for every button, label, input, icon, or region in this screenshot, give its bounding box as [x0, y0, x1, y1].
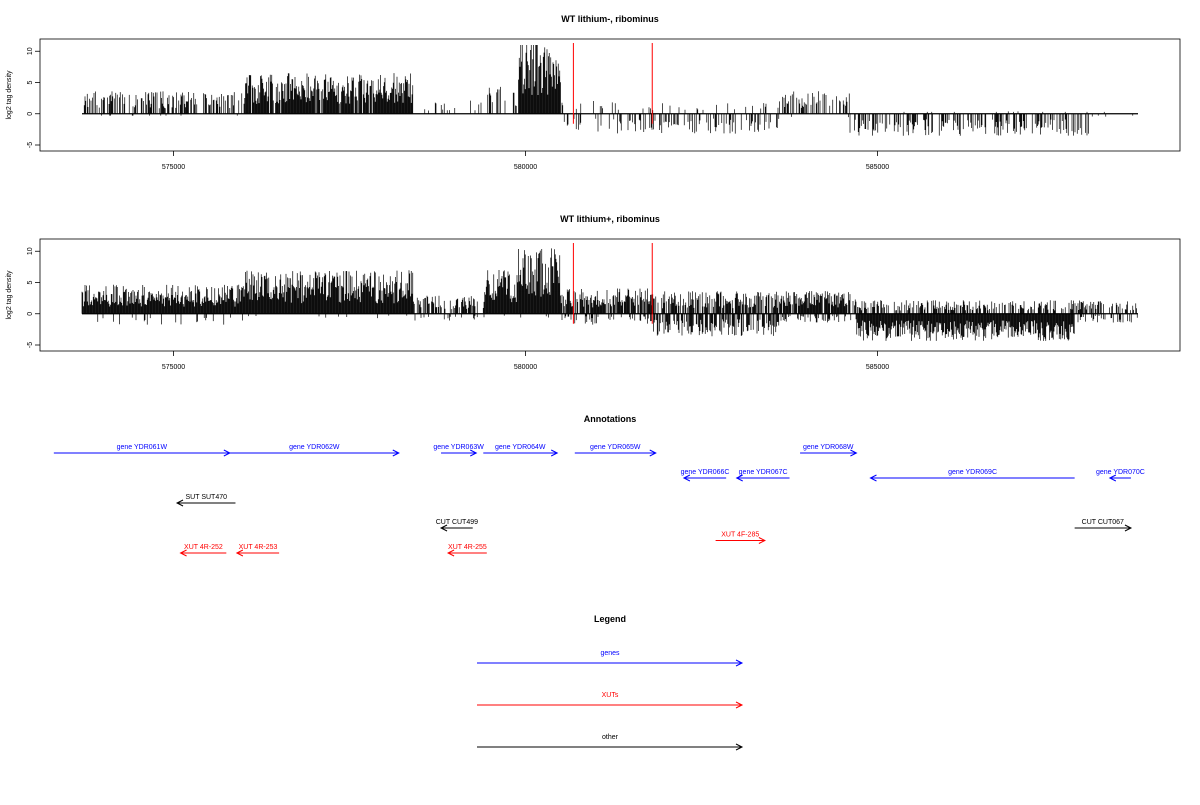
feature-arrow-head	[179, 549, 187, 557]
feature-arrow-head	[1124, 524, 1133, 532]
feature-label: gene YDR064W	[495, 444, 546, 451]
feature-label: gene YDR070C	[1096, 469, 1145, 476]
annotation-feature: gene YDR070C	[1096, 469, 1145, 482]
x-tick-label: 575000	[162, 164, 185, 171]
x-tick-label: 580000	[514, 364, 537, 371]
feature-arrow-head	[175, 499, 184, 507]
feature-arrow-head	[446, 549, 455, 557]
plot-frame	[39, 38, 1181, 152]
annotation-feature: XUT 4R-252	[179, 544, 227, 557]
feature-arrow-head	[439, 524, 448, 532]
density-bar-path	[81, 248, 1138, 341]
y-tick-label: 5	[27, 280, 34, 284]
y-axis-label: log2 tag density	[6, 270, 13, 320]
annotations-title: Annotations	[584, 414, 637, 424]
feature-label: gene YDR068W	[803, 444, 854, 451]
annotation-feature: gene YDR063W	[433, 444, 484, 457]
feature-label: CUT CUT067	[1082, 519, 1124, 526]
annotation-feature: XUT 4F-285	[715, 532, 766, 544]
feature-arrow-head	[649, 449, 657, 457]
feature-label: XUT 4R-253	[239, 544, 278, 551]
feature-label: SUT SUT470	[186, 494, 228, 501]
x-tick-label: 575000	[162, 364, 185, 371]
feature-label: gene YDR069C	[948, 469, 997, 476]
annotation-feature: CUT CUT499	[436, 519, 478, 532]
y-axis: -5 0 5 10	[27, 47, 40, 148]
x-tick-label: 585000	[866, 364, 889, 371]
legend-item-xuts: XUTs	[477, 692, 744, 709]
legend-label: other	[602, 734, 619, 741]
feature-arrow-head	[470, 449, 478, 457]
feature-label: XUT 4F-285	[721, 532, 759, 539]
feature-arrow-head	[682, 474, 691, 482]
annotation-feature: gene YDR068W	[800, 444, 858, 457]
legend-items: genes XUTs other	[477, 650, 744, 751]
density-bar-path	[83, 45, 1134, 136]
annotation-feature: XUT 4R-253	[235, 544, 280, 557]
feature-arrow-head	[1108, 474, 1117, 482]
annotation-feature: SUT SUT470	[175, 494, 236, 507]
y-tick-label: 10	[27, 47, 34, 55]
y-tick-label: 0	[27, 112, 34, 116]
feature-label: gene YDR067C	[739, 469, 788, 476]
feature-label: gene YDR066C	[681, 469, 730, 476]
feature-arrow-head	[850, 449, 858, 457]
plot-frame	[39, 238, 1181, 352]
feature-label: XUT 4R-252	[184, 544, 223, 551]
feature-arrow-head	[550, 449, 559, 457]
feature-arrow-head	[869, 474, 877, 482]
feature-label: XUT 4R-255	[448, 544, 487, 551]
feature-label: gene YDR061W	[117, 444, 168, 451]
annotation-features: gene YDR061W gene YDR062W gene YDR063W gene…	[53, 444, 1145, 557]
feature-label: gene YDR063W	[433, 444, 484, 451]
track-panel-lithium-minus: WT lithium-, ribominus log2 tag density …	[6, 14, 1181, 171]
density-bars	[82, 45, 1138, 136]
marker-lines	[572, 243, 653, 324]
y-tick-label: -5	[27, 342, 34, 348]
x-tick-label: 585000	[866, 164, 889, 171]
annotation-feature: gene YDR064W	[483, 444, 559, 457]
density-bars	[81, 248, 1138, 341]
feature-arrow-head	[735, 474, 743, 482]
y-tick-label: 5	[27, 80, 34, 84]
feature-label: gene YDR062W	[289, 444, 340, 451]
legend-item-genes: genes	[477, 650, 744, 667]
legend-label: XUTs	[602, 692, 619, 699]
annotation-feature: CUT CUT067	[1074, 519, 1133, 532]
annotation-feature: XUT 4R-255	[446, 544, 487, 557]
annotation-feature: gene YDR066C	[681, 469, 730, 482]
legend-title: Legend	[594, 614, 626, 624]
feature-arrow-head	[392, 449, 400, 457]
x-tick-label: 580000	[514, 164, 537, 171]
feature-label: CUT CUT499	[436, 519, 478, 526]
feature-arrow-head	[235, 549, 244, 557]
legend-item-other: other	[477, 734, 744, 751]
annotation-feature: gene YDR061W	[53, 444, 231, 457]
y-axis: -5 0 5 10	[27, 247, 40, 348]
legend-arrow-head	[735, 701, 744, 709]
panel-title: WT lithium+, ribominus	[560, 214, 660, 224]
annotations-panel: Annotations gene YDR061W gene YDR062W gene…	[53, 414, 1145, 557]
legend-panel: Legend genes XUTs other	[477, 614, 744, 751]
annotation-feature: gene YDR067C	[735, 469, 790, 482]
y-tick-label: 10	[27, 247, 34, 255]
annotation-feature: gene YDR065W	[574, 444, 657, 457]
annotation-feature: gene YDR062W	[229, 444, 400, 457]
legend-label: genes	[600, 650, 620, 657]
annotation-feature: gene YDR069C	[869, 469, 1075, 482]
legend-arrow-head	[735, 743, 744, 751]
legend-arrow-head	[735, 659, 744, 667]
y-tick-label: 0	[27, 312, 34, 316]
y-tick-label: -5	[27, 142, 34, 148]
track-panel-lithium-plus: WT lithium+, ribominus log2 tag density …	[6, 214, 1181, 371]
marker-lines	[572, 43, 653, 124]
feature-arrow-head	[758, 537, 766, 544]
panel-title: WT lithium-, ribominus	[561, 14, 659, 24]
x-axis: 575000 580000 585000	[162, 351, 889, 371]
feature-label: gene YDR065W	[590, 444, 641, 451]
x-axis: 575000 580000 585000	[162, 151, 889, 171]
y-axis-label: log2 tag density	[6, 70, 13, 120]
